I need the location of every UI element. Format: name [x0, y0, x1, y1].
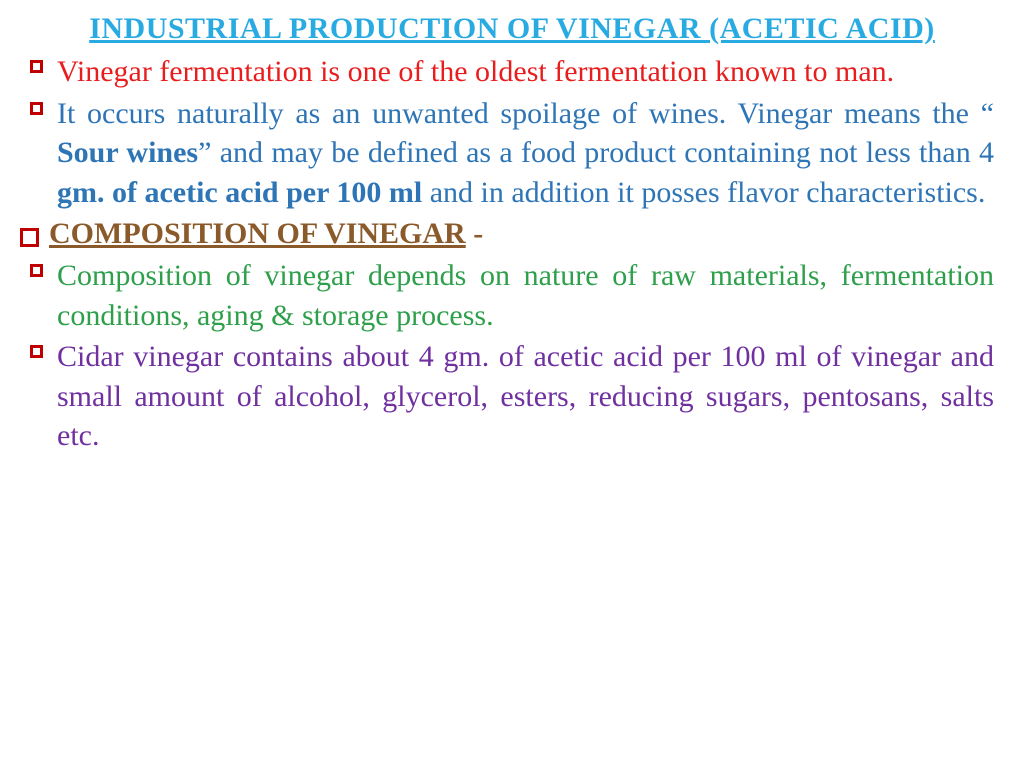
square-bullet-icon [30, 60, 43, 73]
bullet-item: Composition of vinegar depends on nature… [30, 256, 994, 335]
bullet-item: COMPOSITION OF VINEGAR - [30, 214, 994, 254]
bullet-item: Cidar vinegar contains about 4 gm. of ac… [30, 337, 994, 456]
square-bullet-icon [30, 345, 43, 358]
bullet-text: Composition of vinegar depends on nature… [57, 256, 994, 335]
slide-title: INDUSTRIAL PRODUCTION OF VINEGAR (ACETIC… [30, 12, 994, 46]
square-bullet-icon [30, 264, 43, 277]
slide-body: Vinegar fermentation is one of the oldes… [30, 52, 994, 456]
hollow-box-bullet-icon [20, 222, 39, 247]
bullet-item: Vinegar fermentation is one of the oldes… [30, 52, 994, 92]
bullet-text: It occurs naturally as an unwanted spoil… [57, 94, 994, 213]
bullet-text: COMPOSITION OF VINEGAR - [49, 214, 994, 254]
bullet-text: Vinegar fermentation is one of the oldes… [57, 52, 994, 92]
bullet-item: It occurs naturally as an unwanted spoil… [30, 94, 994, 213]
bullet-text: Cidar vinegar contains about 4 gm. of ac… [57, 337, 994, 456]
section-heading: COMPOSITION OF VINEGAR [49, 217, 466, 250]
square-bullet-icon [30, 102, 43, 115]
